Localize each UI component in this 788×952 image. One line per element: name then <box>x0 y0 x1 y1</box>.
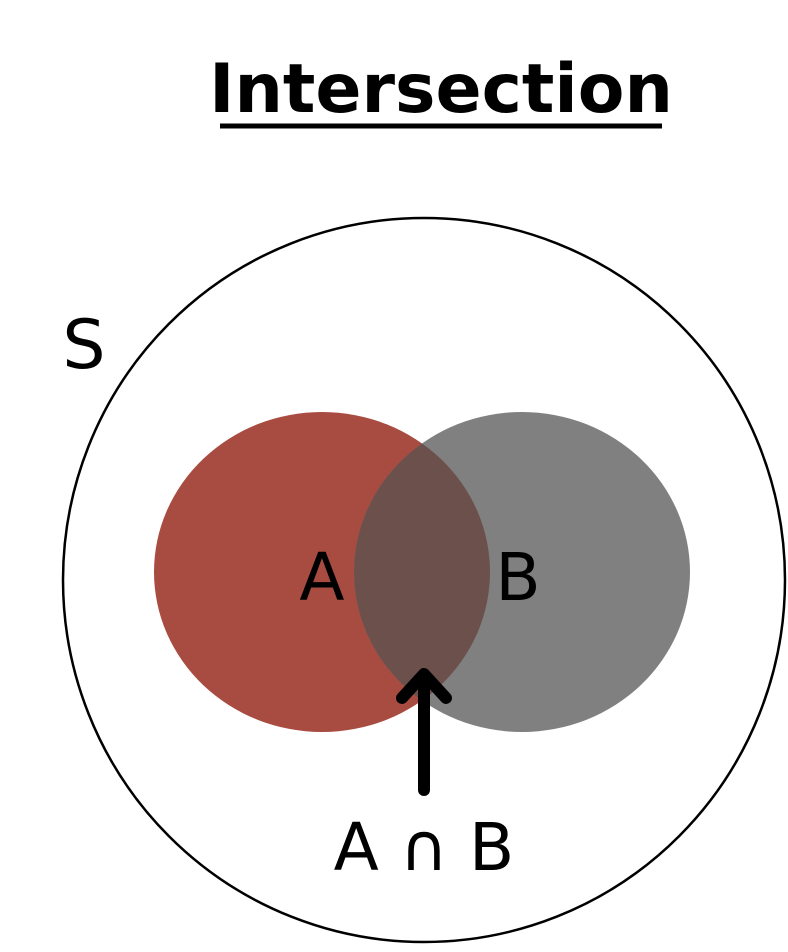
universe-label: S <box>62 306 105 385</box>
diagram-title: Intersection <box>209 50 673 129</box>
intersection-region <box>354 412 490 732</box>
intersection-label: A ∩ B <box>334 809 515 886</box>
universe-circle <box>61 216 787 944</box>
intersection-arrow-head <box>396 668 452 704</box>
set-b-label: B <box>495 539 540 616</box>
set-a-label: A <box>299 539 344 616</box>
